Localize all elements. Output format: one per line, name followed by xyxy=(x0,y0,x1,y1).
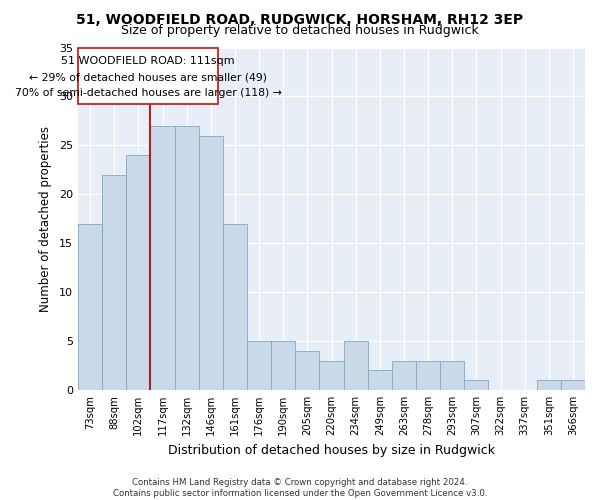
Text: Contains HM Land Registry data © Crown copyright and database right 2024.
Contai: Contains HM Land Registry data © Crown c… xyxy=(113,478,487,498)
Text: ← 29% of detached houses are smaller (49): ← 29% of detached houses are smaller (49… xyxy=(29,72,267,83)
Bar xyxy=(102,174,126,390)
Text: 51 WOODFIELD ROAD: 111sqm: 51 WOODFIELD ROAD: 111sqm xyxy=(61,56,235,66)
Bar xyxy=(319,360,344,390)
Bar xyxy=(78,48,218,104)
Bar xyxy=(271,341,295,390)
Bar xyxy=(126,155,151,390)
Y-axis label: Number of detached properties: Number of detached properties xyxy=(39,126,52,312)
Bar xyxy=(344,341,368,390)
Bar xyxy=(440,360,464,390)
Bar xyxy=(247,341,271,390)
Bar xyxy=(175,126,199,390)
Text: Size of property relative to detached houses in Rudgwick: Size of property relative to detached ho… xyxy=(121,24,479,37)
X-axis label: Distribution of detached houses by size in Rudgwick: Distribution of detached houses by size … xyxy=(168,444,495,456)
Bar xyxy=(368,370,392,390)
Bar xyxy=(561,380,585,390)
Bar xyxy=(78,224,102,390)
Bar xyxy=(464,380,488,390)
Bar xyxy=(392,360,416,390)
Bar xyxy=(199,136,223,390)
Bar xyxy=(151,126,175,390)
Bar xyxy=(295,351,319,390)
Bar xyxy=(416,360,440,390)
Bar xyxy=(537,380,561,390)
Bar xyxy=(223,224,247,390)
Text: 70% of semi-detached houses are larger (118) →: 70% of semi-detached houses are larger (… xyxy=(14,88,281,99)
Text: 51, WOODFIELD ROAD, RUDGWICK, HORSHAM, RH12 3EP: 51, WOODFIELD ROAD, RUDGWICK, HORSHAM, R… xyxy=(76,12,524,26)
